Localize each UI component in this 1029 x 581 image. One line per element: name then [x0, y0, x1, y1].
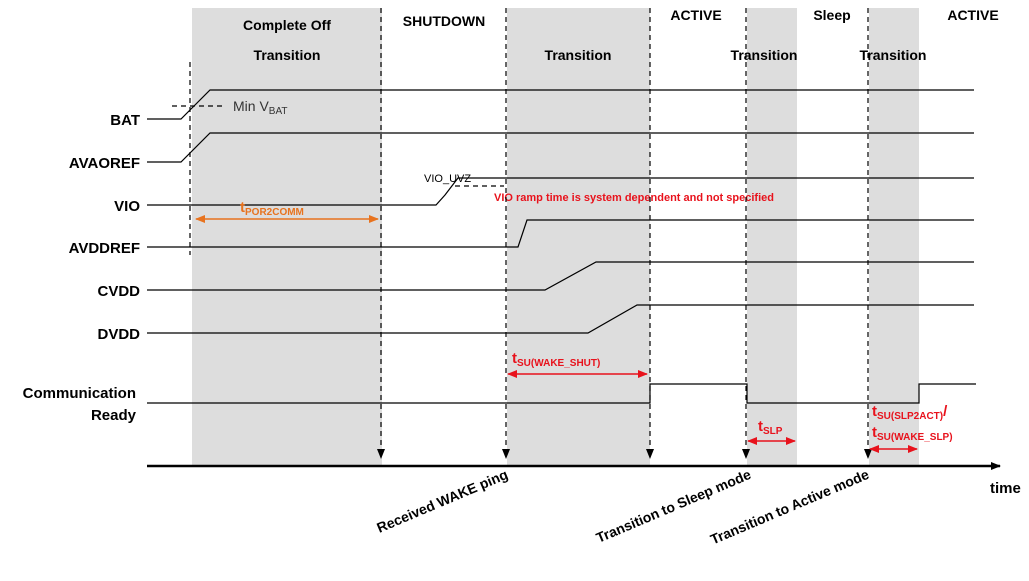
time-axis: time: [147, 462, 1021, 497]
wave-cvdd: [147, 261, 974, 291]
min-vbat-threshold: Min VBAT: [172, 98, 288, 117]
event-lines: [189, 8, 872, 459]
label-vio: VIO: [114, 198, 140, 215]
wave-vio: [147, 177, 974, 206]
shaded-regions: [192, 8, 919, 466]
label-t-por2comm: tPOR2COMM: [240, 199, 304, 218]
shade-transition-wake: [507, 8, 650, 466]
header-sleep: Sleep: [813, 7, 850, 23]
shade-complete-off: [192, 8, 382, 466]
header-transition-2: Transition: [545, 47, 612, 63]
label-avaoref: AVAOREF: [69, 155, 140, 172]
header-transition-3: Transition: [731, 47, 798, 63]
label-cvdd: CVDD: [97, 283, 140, 300]
label-comm-line2: Ready: [91, 407, 137, 424]
label-bat: BAT: [110, 112, 140, 129]
shade-transition-active: [869, 8, 919, 466]
vio-ramp-note: VIO ramp time is system dependent and no…: [494, 192, 774, 204]
min-vbat-label: Min VBAT: [233, 98, 288, 117]
label-t-su-slp2act: tSU(SLP2ACT)/: [872, 403, 948, 422]
shade-transition-sleep: [747, 8, 797, 466]
signal-labels: BAT AVAOREF VIO AVDDREF CVDD DVDD Commun…: [23, 112, 141, 424]
header-transition-1: Transition: [254, 47, 321, 63]
vio-uvz-label: VIO_UVZ: [424, 173, 471, 185]
header-complete-off: Complete Off: [243, 17, 331, 33]
wave-avddref: [147, 219, 974, 248]
event-label-received-wake: Received WAKE ping: [374, 466, 510, 536]
label-dvdd: DVDD: [97, 326, 140, 343]
label-t-su-wake-shut: tSU(WAKE_SHUT): [512, 350, 600, 369]
header-shutdown: SHUTDOWN: [403, 13, 485, 29]
time-axis-label: time: [990, 480, 1021, 497]
header-active-2: ACTIVE: [947, 7, 998, 23]
label-t-slp: tSLP: [758, 418, 783, 437]
label-avddref: AVDDREF: [69, 240, 140, 257]
label-comm-line1: Communication: [23, 385, 136, 402]
wave-avaoref: [147, 132, 974, 163]
timing-arrows: tPOR2COMM tSU(WAKE_SHUT) tSLP tSU(SLP2AC…: [195, 199, 953, 453]
wave-bat: [147, 89, 974, 120]
wave-dvdd: [147, 304, 974, 334]
header-transition-4: Transition: [860, 47, 927, 63]
header-active-1: ACTIVE: [670, 7, 721, 23]
section-headers: Complete Off Transition SHUTDOWN Transit…: [243, 7, 999, 63]
vio-uvz-threshold: VIO_UVZ VIO ramp time is system dependen…: [424, 173, 774, 204]
event-labels: Received WAKE ping Transition to Sleep m…: [374, 466, 871, 547]
label-t-su-wake-slp: tSU(WAKE_SLP): [872, 424, 953, 443]
